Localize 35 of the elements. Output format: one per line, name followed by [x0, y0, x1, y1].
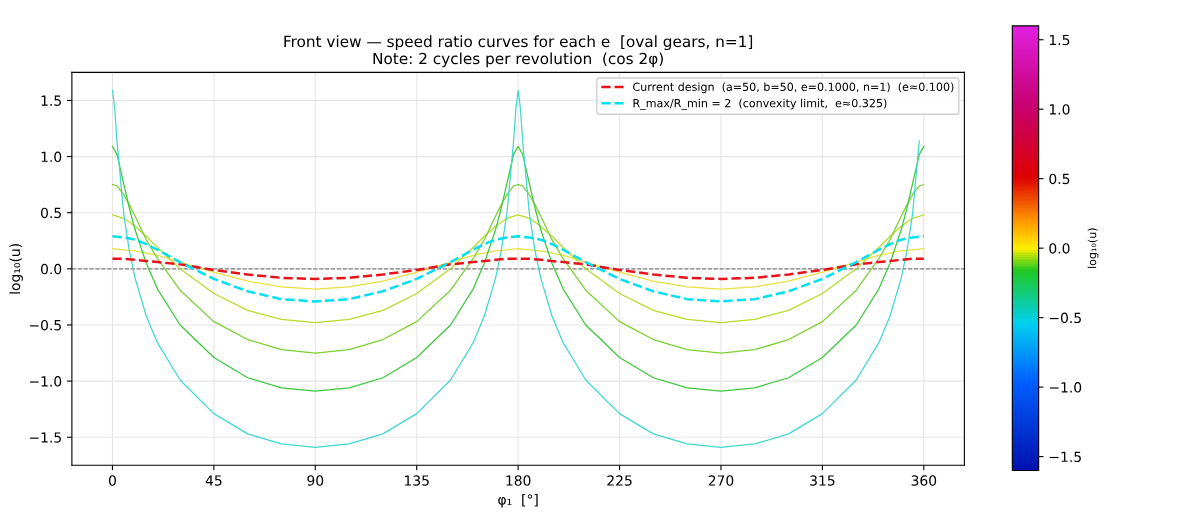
y-tick-label: 1.0 — [41, 151, 62, 163]
y-tick-label: −0.5 — [29, 319, 61, 331]
x-tick-label: 180 — [506, 475, 531, 486]
y-tick-label: 1.5 — [41, 95, 61, 106]
line-series — [111, 235, 926, 303]
x-tick-label: 90 — [307, 475, 324, 486]
y-tick-label: 0.5 — [40, 207, 61, 219]
y-tick-label: 0.0 — [40, 263, 62, 275]
x-tick-label: 45 — [205, 475, 222, 486]
color-bar-label: 0.5 — [1049, 173, 1070, 185]
color-bar-label: 1.0 — [1049, 104, 1070, 115]
x-tick-label: 270 — [708, 475, 734, 486]
line-series — [111, 214, 925, 324]
x-tick-label: 135 — [404, 475, 429, 486]
x-tick-label: 0 — [108, 475, 116, 486]
color-bar-label: −0.5 — [1049, 312, 1081, 324]
legend-label: R_max/R_min = 2 (convexity limit, e≈0.325) — [633, 98, 887, 110]
line-series — [111, 257, 926, 281]
color-bar-label: −1.5 — [1049, 451, 1081, 463]
color-bar-label: −1.0 — [1049, 382, 1082, 393]
line-series — [111, 248, 925, 290]
y-tick-label: −1.0 — [29, 376, 62, 387]
color-bar-label: 0.0 — [1049, 243, 1070, 254]
line-series — [111, 184, 925, 354]
line-series — [111, 145, 925, 392]
x-axis-title: φ₁ [°] — [498, 494, 538, 508]
color-bar-title: log₁₀(u) — [1087, 228, 1099, 268]
y-axis-title: log₁₀(u) — [9, 244, 23, 294]
color-bar-label: 1.5 — [1049, 34, 1070, 46]
x-tick-label: 225 — [607, 475, 632, 486]
y-tick-label: −1.5 — [29, 432, 61, 443]
x-tick-label: 315 — [810, 475, 835, 486]
legend-label: Current design (a=50, b=50, e=0.1000, n=1) (e≈0.100) — [633, 82, 954, 94]
chart-title: Front view — speed ratio curves for each e [oval gears, n=1] Note: 2 cycles per revolution (cos 2φ) — [284, 35, 753, 68]
x-tick-label: 360 — [911, 475, 937, 486]
